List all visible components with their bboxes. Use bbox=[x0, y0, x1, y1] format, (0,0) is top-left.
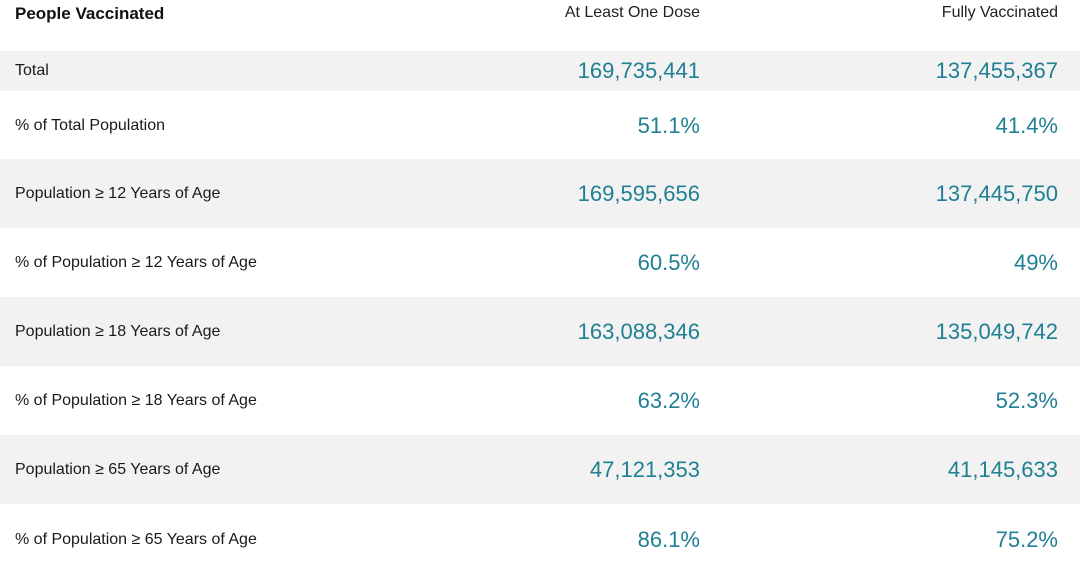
row-label: Population ≥ 65 Years of Age bbox=[15, 460, 221, 478]
row-at-least-one-dose-value: 169,595,656 bbox=[577, 180, 700, 206]
table-row: Population ≥ 65 Years of Age 47,121,353 … bbox=[0, 435, 1080, 504]
header-at-least-one-dose: At Least One Dose bbox=[564, 4, 700, 21]
row-at-least-one-dose-value: 60.5% bbox=[637, 249, 700, 275]
row-fully-vaccinated-value: 137,455,367 bbox=[935, 58, 1058, 83]
row-fully-vaccinated-value: 52.3% bbox=[995, 387, 1058, 413]
table-row: Population ≥ 18 Years of Age 163,088,346… bbox=[0, 297, 1080, 366]
row-at-least-one-dose-value: 63.2% bbox=[637, 387, 700, 413]
row-label: Population ≥ 18 Years of Age bbox=[15, 322, 221, 340]
row-fully-vaccinated-value: 41.4% bbox=[995, 113, 1058, 138]
row-label: Population ≥ 12 Years of Age bbox=[15, 184, 221, 202]
row-at-least-one-dose-value: 51.1% bbox=[637, 113, 700, 138]
row-fully-vaccinated-value: 137,445,750 bbox=[935, 180, 1058, 206]
row-label: % of Population ≥ 12 Years of Age bbox=[15, 253, 257, 271]
row-label: % of Population ≥ 18 Years of Age bbox=[15, 391, 257, 409]
row-at-least-one-dose-value: 163,088,346 bbox=[577, 318, 700, 344]
row-fully-vaccinated-value: 49% bbox=[1013, 249, 1058, 275]
row-fully-vaccinated-value: 75.2% bbox=[995, 527, 1058, 552]
row-at-least-one-dose-value: 47,121,353 bbox=[589, 456, 700, 482]
table-row: % of Population ≥ 18 Years of Age 63.2% … bbox=[0, 366, 1080, 435]
table-header: People Vaccinated At Least One Dose Full… bbox=[0, 0, 1080, 30]
header-people-vaccinated: People Vaccinated bbox=[15, 4, 165, 23]
table-row: % of Population ≥ 65 Years of Age 86.1% … bbox=[0, 504, 1080, 576]
row-label: % of Population ≥ 65 Years of Age bbox=[15, 531, 257, 548]
row-label: % of Total Population bbox=[15, 117, 166, 134]
row-at-least-one-dose-value: 169,735,441 bbox=[577, 58, 700, 83]
table-row: % of Total Population 51.1% 41.4% bbox=[0, 106, 1080, 146]
row-fully-vaccinated-value: 41,145,633 bbox=[947, 456, 1058, 482]
row-at-least-one-dose-value: 86.1% bbox=[637, 527, 700, 552]
row-fully-vaccinated-value: 135,049,742 bbox=[935, 318, 1058, 344]
row-label: Total bbox=[15, 62, 49, 79]
table-row: % of Population ≥ 12 Years of Age 60.5% … bbox=[0, 228, 1080, 297]
header-fully-vaccinated: Fully Vaccinated bbox=[941, 4, 1058, 21]
table-row: Population ≥ 12 Years of Age 169,595,656… bbox=[0, 159, 1080, 228]
table-row: Total 169,735,441 137,455,367 bbox=[0, 51, 1080, 91]
